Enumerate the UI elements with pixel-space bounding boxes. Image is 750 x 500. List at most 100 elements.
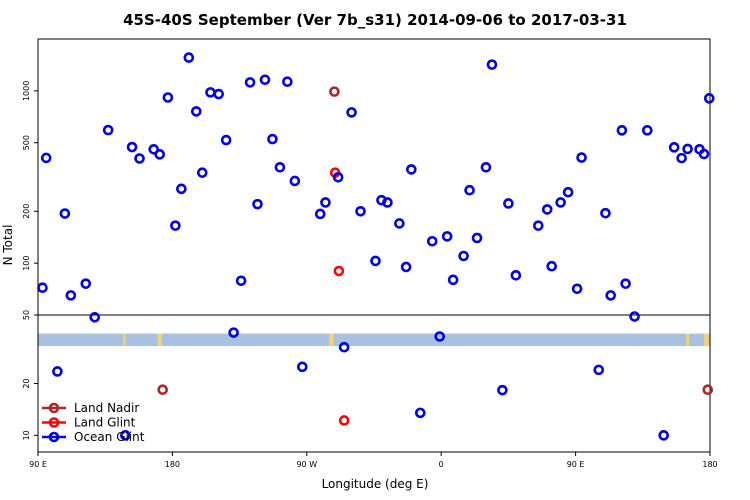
ocean-glint-point	[414, 407, 426, 419]
y-tick-label: 200	[22, 204, 31, 219]
x-axis-label: Longitude (deg E)	[322, 477, 429, 491]
ocean-glint-point	[220, 134, 232, 146]
land-nadir-legend-label: Land Nadir	[74, 401, 139, 415]
ocean-glint-point	[126, 141, 138, 153]
x-tick-label: 90 W	[296, 460, 317, 469]
ocean-glint-point	[59, 208, 71, 219]
ocean-glint-point	[102, 124, 114, 136]
ocean-glint-point	[205, 87, 216, 98]
ocean-glint-point	[244, 77, 256, 88]
ocean-glint-point	[703, 93, 715, 104]
ocean-glint-point	[464, 184, 475, 196]
map-ocean-band	[38, 333, 710, 347]
ocean-glint-point	[370, 255, 381, 267]
ocean-glint-point	[252, 198, 263, 210]
ocean-glint-point	[616, 125, 628, 136]
land-nadir-point	[157, 384, 168, 396]
ocean-glint-point	[267, 133, 278, 145]
ocean-glint-point	[190, 106, 202, 117]
ocean-glint-point	[682, 143, 693, 155]
land-glint-point	[333, 265, 345, 277]
ocean-glint-point	[562, 186, 574, 198]
ocean-glint-point	[120, 430, 131, 441]
land-nadir-point	[702, 384, 714, 396]
ocean-glint-point	[497, 384, 508, 396]
ocean-glint-point	[541, 204, 553, 215]
chart-title: 45S-40S September (Ver 7b_s31) 2014-09-0…	[123, 11, 627, 29]
y-tick-label: 20	[22, 378, 31, 388]
ocean-glint-point	[400, 261, 412, 273]
ocean-glint-point	[148, 143, 160, 155]
land-glint-legend-label: Land Glint	[74, 416, 136, 430]
ocean-glint-point	[406, 164, 417, 175]
map-land-patch	[329, 333, 334, 347]
map-land-patch	[123, 333, 126, 347]
ocean-glint-point	[546, 260, 558, 272]
x-tick-label: 0	[439, 460, 444, 469]
ocean-glint-point	[394, 218, 405, 229]
x-tick-label: 180	[165, 460, 180, 469]
ocean-glint-point	[40, 152, 52, 164]
ocean-glint-point	[441, 231, 453, 242]
ocean-glint-point	[338, 341, 350, 353]
x-axis: 90 E 180 90 W 0 90 E 180	[29, 452, 718, 469]
ocean-glint-point	[480, 162, 492, 173]
ocean-glint-point	[629, 311, 640, 322]
land-nadir-legend-marker	[48, 402, 60, 414]
ocean-glint-point	[162, 92, 174, 103]
y-tick-label: 10	[22, 430, 31, 440]
ocean-glint-point	[658, 430, 670, 441]
ocean-glint-point	[235, 275, 247, 287]
ocean-glint-point	[471, 232, 483, 244]
ocean-glint-point	[668, 142, 680, 153]
ocean-glint-point	[593, 364, 605, 376]
ocean-glint-legend-marker	[48, 431, 60, 443]
map-land-patch	[157, 333, 162, 347]
ocean-glint-point	[346, 107, 357, 118]
ocean-glint-point	[196, 167, 208, 178]
ocean-glint-point	[600, 207, 611, 219]
ocean-glint-point	[282, 76, 293, 88]
ocean-glint-point	[571, 283, 583, 295]
y-tick-label: 50	[22, 310, 31, 320]
ocean-glint-point	[37, 282, 48, 294]
ocean-glint-point	[89, 311, 101, 323]
ocean-glint-point	[320, 197, 331, 208]
ocean-glint-point	[532, 220, 544, 231]
ocean-glint-point	[176, 183, 187, 195]
ocean-glint-point	[620, 278, 631, 289]
ocean-glint-point	[426, 235, 438, 247]
ocean-glint-point	[65, 290, 77, 301]
ocean-glint-point	[486, 59, 498, 70]
ocean-glint-point	[154, 149, 166, 160]
land-nadir-point	[329, 86, 340, 97]
y-tick-label: 500	[22, 135, 31, 150]
ocean-glint-point	[698, 148, 710, 160]
ocean-glint-point	[503, 198, 514, 209]
ocean-glint-point	[228, 327, 239, 338]
ocean-glint-point	[641, 125, 653, 136]
ocean-glint-point	[332, 171, 344, 183]
ocean-glint-point	[555, 197, 566, 208]
plot-frame	[37, 38, 711, 453]
ocean-glint-point	[259, 74, 271, 86]
land-glint-point	[338, 415, 350, 426]
ocean-glint-point	[183, 52, 195, 63]
map-land-patch	[704, 333, 710, 347]
ocean-glint-point	[274, 162, 286, 173]
y-axis: 50 100 200 500 1000 10 20	[22, 81, 38, 440]
ocean-glint-point	[289, 175, 301, 187]
map-strip	[38, 333, 710, 347]
ocean-glint-point	[355, 205, 366, 217]
ocean-glint-point	[510, 269, 522, 281]
y-axis-label: N Total	[1, 225, 15, 266]
ocean-glint-point	[676, 152, 687, 164]
x-tick-label: 90 E	[567, 460, 585, 469]
ocean-glint-point	[434, 331, 446, 342]
ocean-glint-point	[382, 197, 393, 208]
ocean-glint-point	[297, 361, 308, 373]
ocean-glint-point	[576, 152, 587, 163]
ocean-glint-legend-label: Ocean Glint	[74, 430, 145, 444]
ocean-glint-point	[314, 208, 326, 220]
